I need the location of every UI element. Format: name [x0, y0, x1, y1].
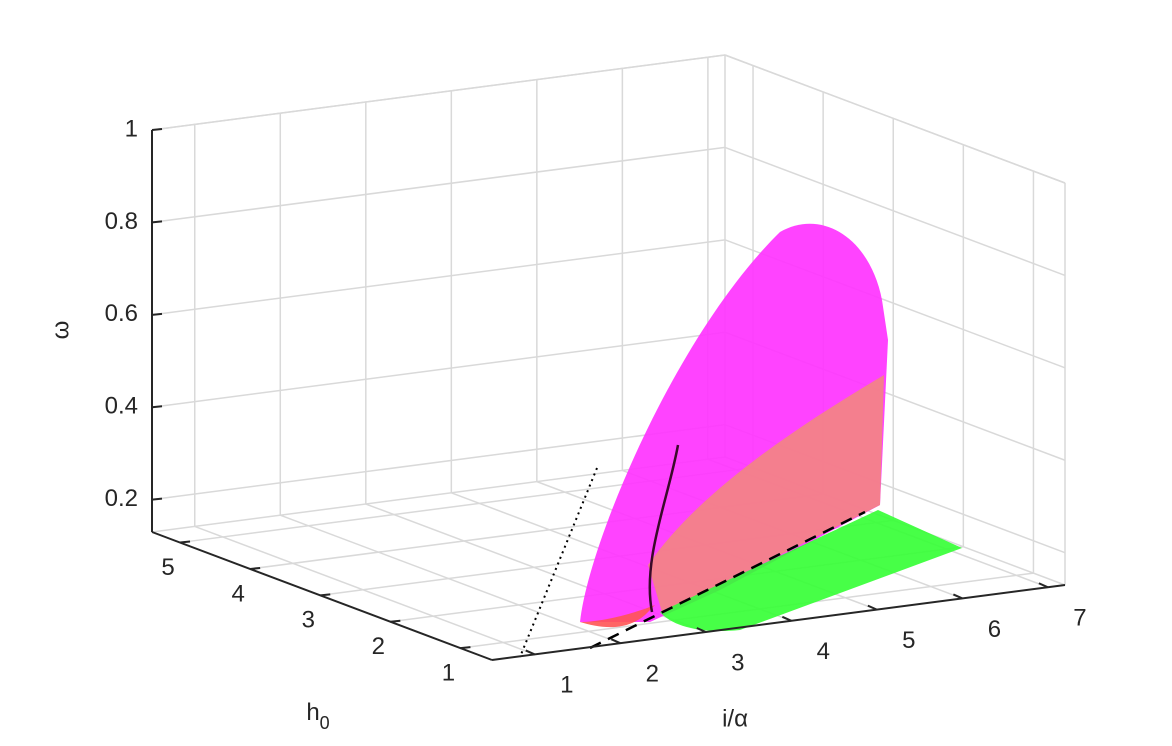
- y-tick: [390, 619, 401, 623]
- x-tick-label: 1: [560, 672, 573, 699]
- z-tick-label: 0.6: [105, 300, 138, 327]
- x-tick: [781, 615, 792, 622]
- z-tick: [151, 312, 163, 316]
- x-tick-label: 2: [646, 661, 659, 688]
- y-tick-label: 1: [442, 659, 455, 686]
- z-tick: [151, 220, 163, 224]
- y-axis-label-subscript: 0: [320, 713, 330, 733]
- x-tick-label: 4: [817, 638, 830, 665]
- grid-line: [280, 514, 621, 644]
- x-tick: [952, 593, 963, 600]
- grid-line: [724, 146, 1066, 277]
- dotted-line: [519, 467, 598, 658]
- y-tick-label: 5: [161, 554, 174, 581]
- x-tick-label: 5: [902, 627, 915, 654]
- y-tick-label: 2: [372, 633, 385, 660]
- x-axis-label: i/α: [722, 705, 748, 732]
- x-axis: [491, 584, 1066, 661]
- y-tick: [250, 566, 261, 570]
- z-tick-label: 0.2: [105, 485, 138, 512]
- z-tick-label: 0.4: [105, 393, 138, 420]
- axis-layer: 1 2 3 4 5 6 7 1 2 3 4 5 0.2 0.4 0.6 0.8 1: [105, 115, 1087, 698]
- z-tick: [151, 405, 163, 409]
- grid-line: [194, 525, 536, 656]
- z-tick-label: 0.8: [105, 208, 138, 235]
- x-tick-label: 3: [731, 649, 744, 676]
- red-surface: [648, 375, 884, 612]
- x-tick: [1038, 582, 1049, 589]
- grid-line: [151, 146, 726, 224]
- y-tick: [320, 593, 331, 597]
- grid-line: [724, 54, 1066, 184]
- y-tick: [460, 646, 471, 650]
- z-tick: [151, 128, 163, 131]
- x-tick-label: 6: [988, 616, 1001, 643]
- grid-line: [151, 239, 726, 316]
- grid-line: [151, 54, 726, 131]
- z-axis-label: ω: [47, 321, 74, 340]
- y-tick: [179, 540, 191, 544]
- y-axis-label: h0: [306, 699, 329, 732]
- y-tick-label: 3: [302, 607, 315, 634]
- dashed-line: [589, 510, 866, 650]
- x-tick: [525, 649, 536, 656]
- x-tick: [610, 638, 621, 645]
- green-surface: [660, 510, 962, 632]
- z-tick: [151, 497, 163, 501]
- y-axis-label-base: h: [306, 699, 319, 726]
- x-tick: [867, 604, 878, 611]
- x-tick: [696, 627, 707, 633]
- surfaces: [519, 223, 962, 658]
- grid-line: [151, 331, 726, 408]
- y-tick-label: 4: [231, 580, 244, 607]
- x-tick-label: 7: [1073, 605, 1086, 632]
- red-tip: [580, 605, 655, 628]
- z-tick-label: 1: [125, 115, 138, 142]
- grid-line: [151, 423, 726, 501]
- solid-curve: [648, 444, 680, 613]
